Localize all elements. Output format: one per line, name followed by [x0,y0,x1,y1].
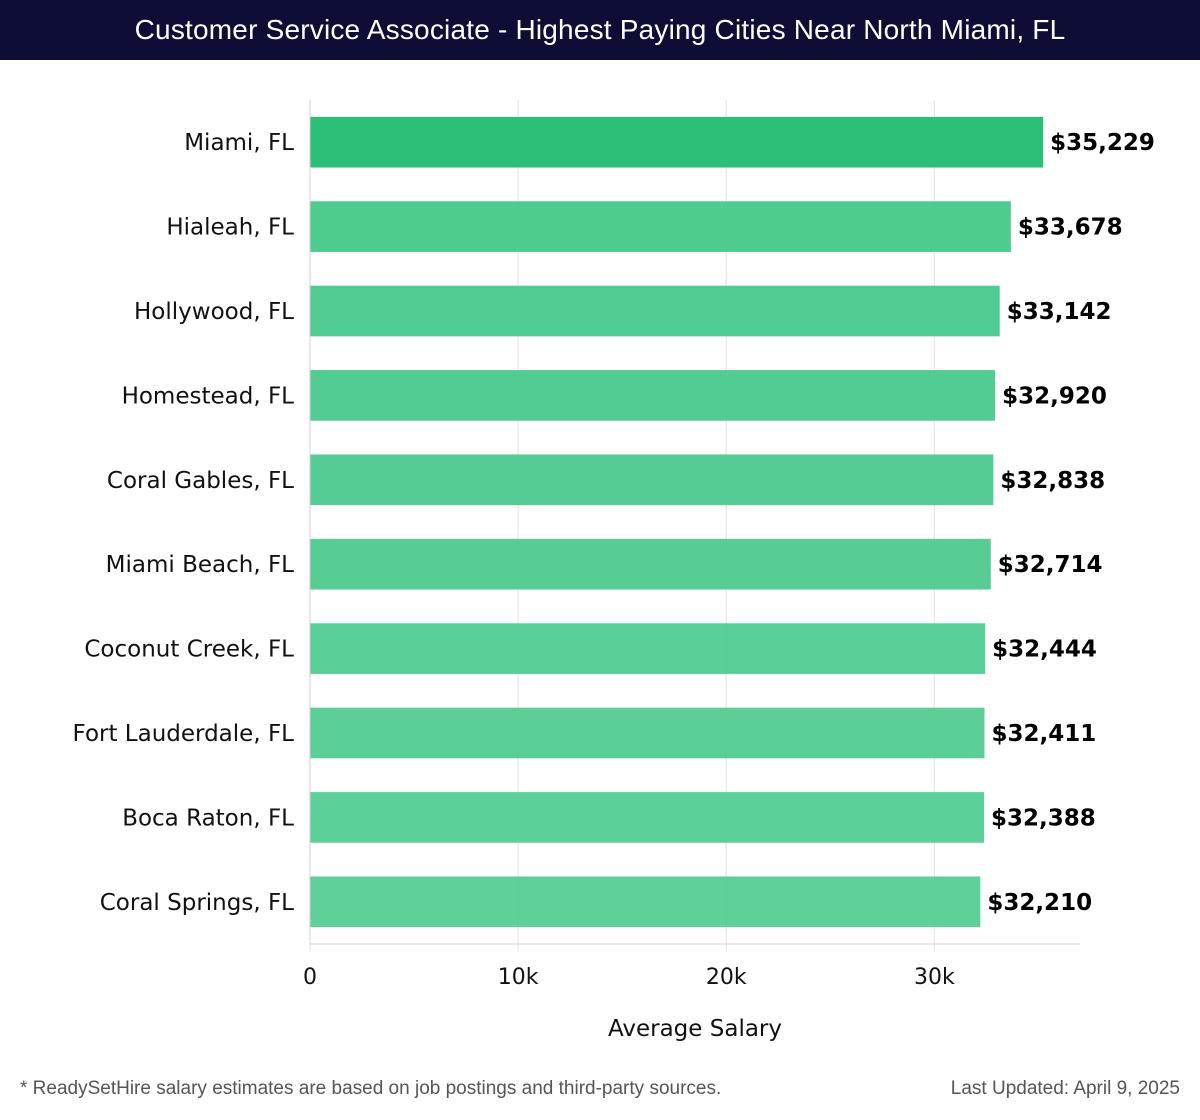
category-label: Fort Lauderdale, FL [73,721,295,747]
category-label: Miami, FL [184,130,294,156]
x-axis-title: Average Salary [608,1016,782,1042]
bar [310,623,986,674]
data-label: $32,838 [1000,468,1105,494]
x-tick-label: 10k [498,965,539,990]
bar [310,116,1044,168]
x-axis: 0 10k 20k 30k Average Salary [303,100,1080,1042]
data-label: $32,920 [1002,383,1107,409]
bar [310,201,1011,252]
bar [310,454,994,506]
category-label: Coral Gables, FL [107,468,294,494]
data-label: $35,229 [1050,130,1155,156]
data-label: $32,444 [992,637,1097,663]
x-tick-label: 20k [706,965,747,990]
data-label: $32,714 [998,552,1103,578]
category-label: Coconut Creek, FL [84,637,294,663]
category-label: Hialeah, FL [166,215,294,241]
last-updated: Last Updated: April 9, 2025 [950,1078,1180,1099]
category-label: Coral Springs, FL [100,890,294,916]
data-label: $32,210 [987,890,1092,916]
bar [310,285,1000,337]
chart-title: Customer Service Associate - Highest Pay… [0,0,1200,60]
bar-chart: Miami, FL Hialeah, FL Hollywood, FL Homeste… [73,100,1155,1042]
footer-note: * ReadySetHire salary estimates are base… [20,1078,722,1099]
bar [310,792,985,843]
bar [310,707,985,759]
x-tick-label: 30k [914,965,955,990]
x-tick-label: 0 [303,965,317,990]
category-label: Boca Raton, FL [122,805,294,831]
data-label: $32,411 [991,721,1096,747]
data-label: $32,388 [991,805,1096,831]
data-label: $33,678 [1018,215,1123,241]
bar [310,876,981,928]
category-labels: Miami, FL Hialeah, FL Hollywood, FL Homeste… [73,130,295,916]
value-labels: $35,229 $33,678 $33,142 $32,920 $32,838 $32,7… [987,130,1155,916]
bar [310,370,996,421]
bar [310,538,991,590]
category-label: Hollywood, FL [134,299,294,325]
category-label: Miami Beach, FL [106,552,295,578]
category-label: Homestead, FL [122,383,295,409]
data-label: $33,142 [1007,299,1112,325]
bars [310,116,1044,928]
